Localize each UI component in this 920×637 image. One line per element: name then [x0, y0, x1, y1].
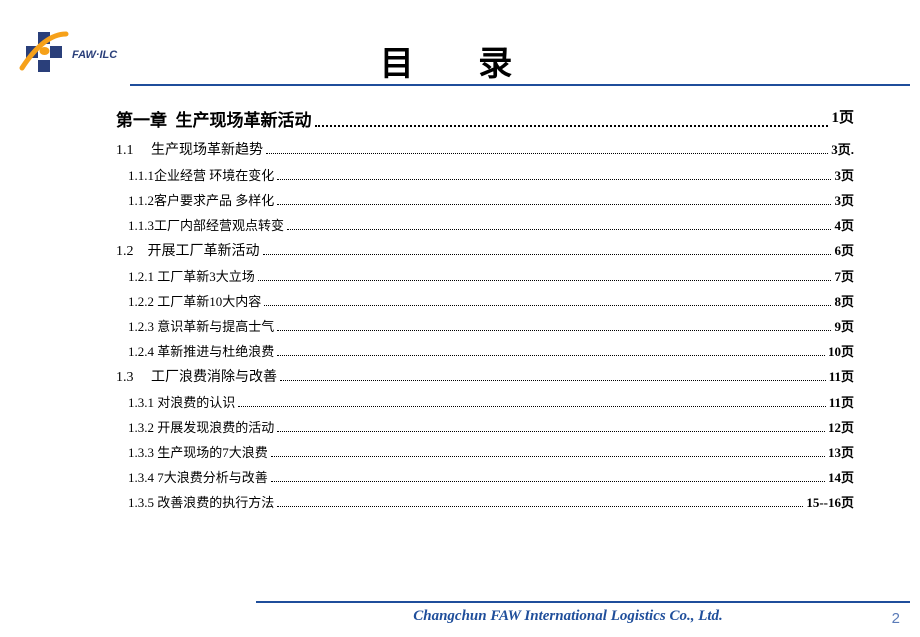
- toc-subsection-row: 1.3.3 生产现场的7大浪费 13页: [116, 442, 854, 461]
- toc-leader: [238, 406, 825, 407]
- toc-subsection-row: 1.1.2客户要求产品 多样化 3页: [116, 190, 854, 209]
- toc-leader: [271, 481, 825, 482]
- page-title: 目 录: [0, 36, 920, 85]
- toc-subsection-row: 1.1.1企业经营 环境在变化 3页: [116, 165, 854, 184]
- toc-body: 第一章 生产现场革新活动 1页 1.1 生产现场革新趋势 3页. 1.1.1企业经营…: [116, 106, 854, 517]
- header: FAW·ILC 目 录: [0, 0, 920, 90]
- toc-entry-label: 1.1.2客户要求产品 多样化: [128, 190, 274, 209]
- toc-entry-page: 3页.: [831, 139, 854, 158]
- toc-entry-label: 1.1.3工厂内部经营观点转变: [128, 215, 284, 234]
- toc-entry-page: 9页: [834, 316, 854, 335]
- toc-leader: [280, 380, 826, 381]
- toc-leader: [266, 153, 828, 154]
- toc-leader: [277, 330, 831, 331]
- toc-subsection-row: 1.2.3 意识革新与提高士气 9页: [116, 316, 854, 335]
- toc-entry-label: 1.1.1企业经营 环境在变化: [128, 165, 274, 184]
- toc-entry-page: 7页: [834, 266, 854, 285]
- toc-entry-label: 1.2.1 工厂革新3大立场: [128, 266, 255, 285]
- toc-leader: [315, 106, 829, 127]
- toc-entry-page: 12页: [828, 417, 854, 436]
- toc-leader: [277, 355, 825, 356]
- toc-entry-page: 10页: [828, 341, 854, 360]
- toc-entry-label: 1.3.1 对浪费的认识: [128, 392, 235, 411]
- toc-leader: [277, 179, 831, 180]
- toc-entry-page: 14页: [828, 467, 854, 486]
- toc-entry-label: 1.2.3 意识革新与提高士气: [128, 316, 274, 335]
- toc-leader: [264, 305, 831, 306]
- toc-subsection-row: 1.3.2 开展发现浪费的活动 12页: [116, 417, 854, 436]
- toc-leader: [263, 254, 832, 255]
- toc-subsection-row: 1.2.1 工厂革新3大立场 7页: [116, 266, 854, 285]
- toc-entry-page: 4页: [834, 215, 854, 234]
- toc-chapter-label: 第一章 生产现场革新活动: [116, 106, 312, 131]
- toc-entry-label: 1.3.3 生产现场的7大浪费: [128, 442, 268, 461]
- toc-chapter-page: 1页: [831, 106, 854, 131]
- toc-subsection-row: 1.1.3工厂内部经营观点转变 4页: [116, 215, 854, 234]
- toc-entry-label: 1.2 开展工厂革新活动: [116, 240, 260, 260]
- toc-section-row: 1.2 开展工厂革新活动 6页: [116, 240, 854, 260]
- toc-leader: [258, 280, 832, 281]
- footer-rule: [256, 601, 910, 603]
- toc-leader: [277, 204, 831, 205]
- toc-entry-label: 1.3 工厂浪费消除与改善: [116, 366, 277, 386]
- toc-subsection-row: 1.3.5 改善浪费的执行方法 15--16页: [116, 492, 854, 511]
- toc-entry-label: 1.2.4 革新推进与杜绝浪费: [128, 341, 274, 360]
- toc-subsection-row: 1.2.2 工厂革新10大内容 8页: [116, 291, 854, 310]
- toc-entry-page: 6页: [834, 240, 854, 259]
- toc-leader: [271, 456, 825, 457]
- footer-company: Changchun FAW International Logistics Co…: [256, 608, 880, 625]
- toc-chapter-row: 第一章 生产现场革新活动 1页: [116, 106, 854, 131]
- toc-leader: [277, 506, 803, 507]
- toc-leader: [287, 229, 831, 230]
- toc-entry-label: 1.3.4 7大浪费分析与改善: [128, 467, 268, 486]
- toc-entry-page: 3页: [834, 190, 854, 209]
- toc-entry-label: 1.3.2 开展发现浪费的活动: [128, 417, 274, 436]
- toc-entry-label: 1.1 生产现场革新趋势: [116, 139, 263, 159]
- toc-entry-label: 1.2.2 工厂革新10大内容: [128, 291, 261, 310]
- toc-subsection-row: 1.3.4 7大浪费分析与改善 14页: [116, 467, 854, 486]
- page-number: 2: [892, 610, 900, 627]
- toc-entry-page: 3页: [834, 165, 854, 184]
- toc-entry-page: 13页: [828, 442, 854, 461]
- header-rule: [130, 84, 910, 86]
- toc-entry-page: 15--16页: [806, 492, 854, 511]
- toc-entry-page: 11页: [829, 392, 854, 411]
- toc-entry-page: 8页: [834, 291, 854, 310]
- toc-leader: [277, 431, 825, 432]
- toc-entry-label: 1.3.5 改善浪费的执行方法: [128, 492, 274, 511]
- toc-section-row: 1.1 生产现场革新趋势 3页.: [116, 139, 854, 159]
- toc-subsection-row: 1.2.4 革新推进与杜绝浪费 10页: [116, 341, 854, 360]
- toc-entry-page: 11页: [829, 366, 854, 385]
- toc-subsection-row: 1.3.1 对浪费的认识 11页: [116, 392, 854, 411]
- toc-section-row: 1.3 工厂浪费消除与改善 11页: [116, 366, 854, 386]
